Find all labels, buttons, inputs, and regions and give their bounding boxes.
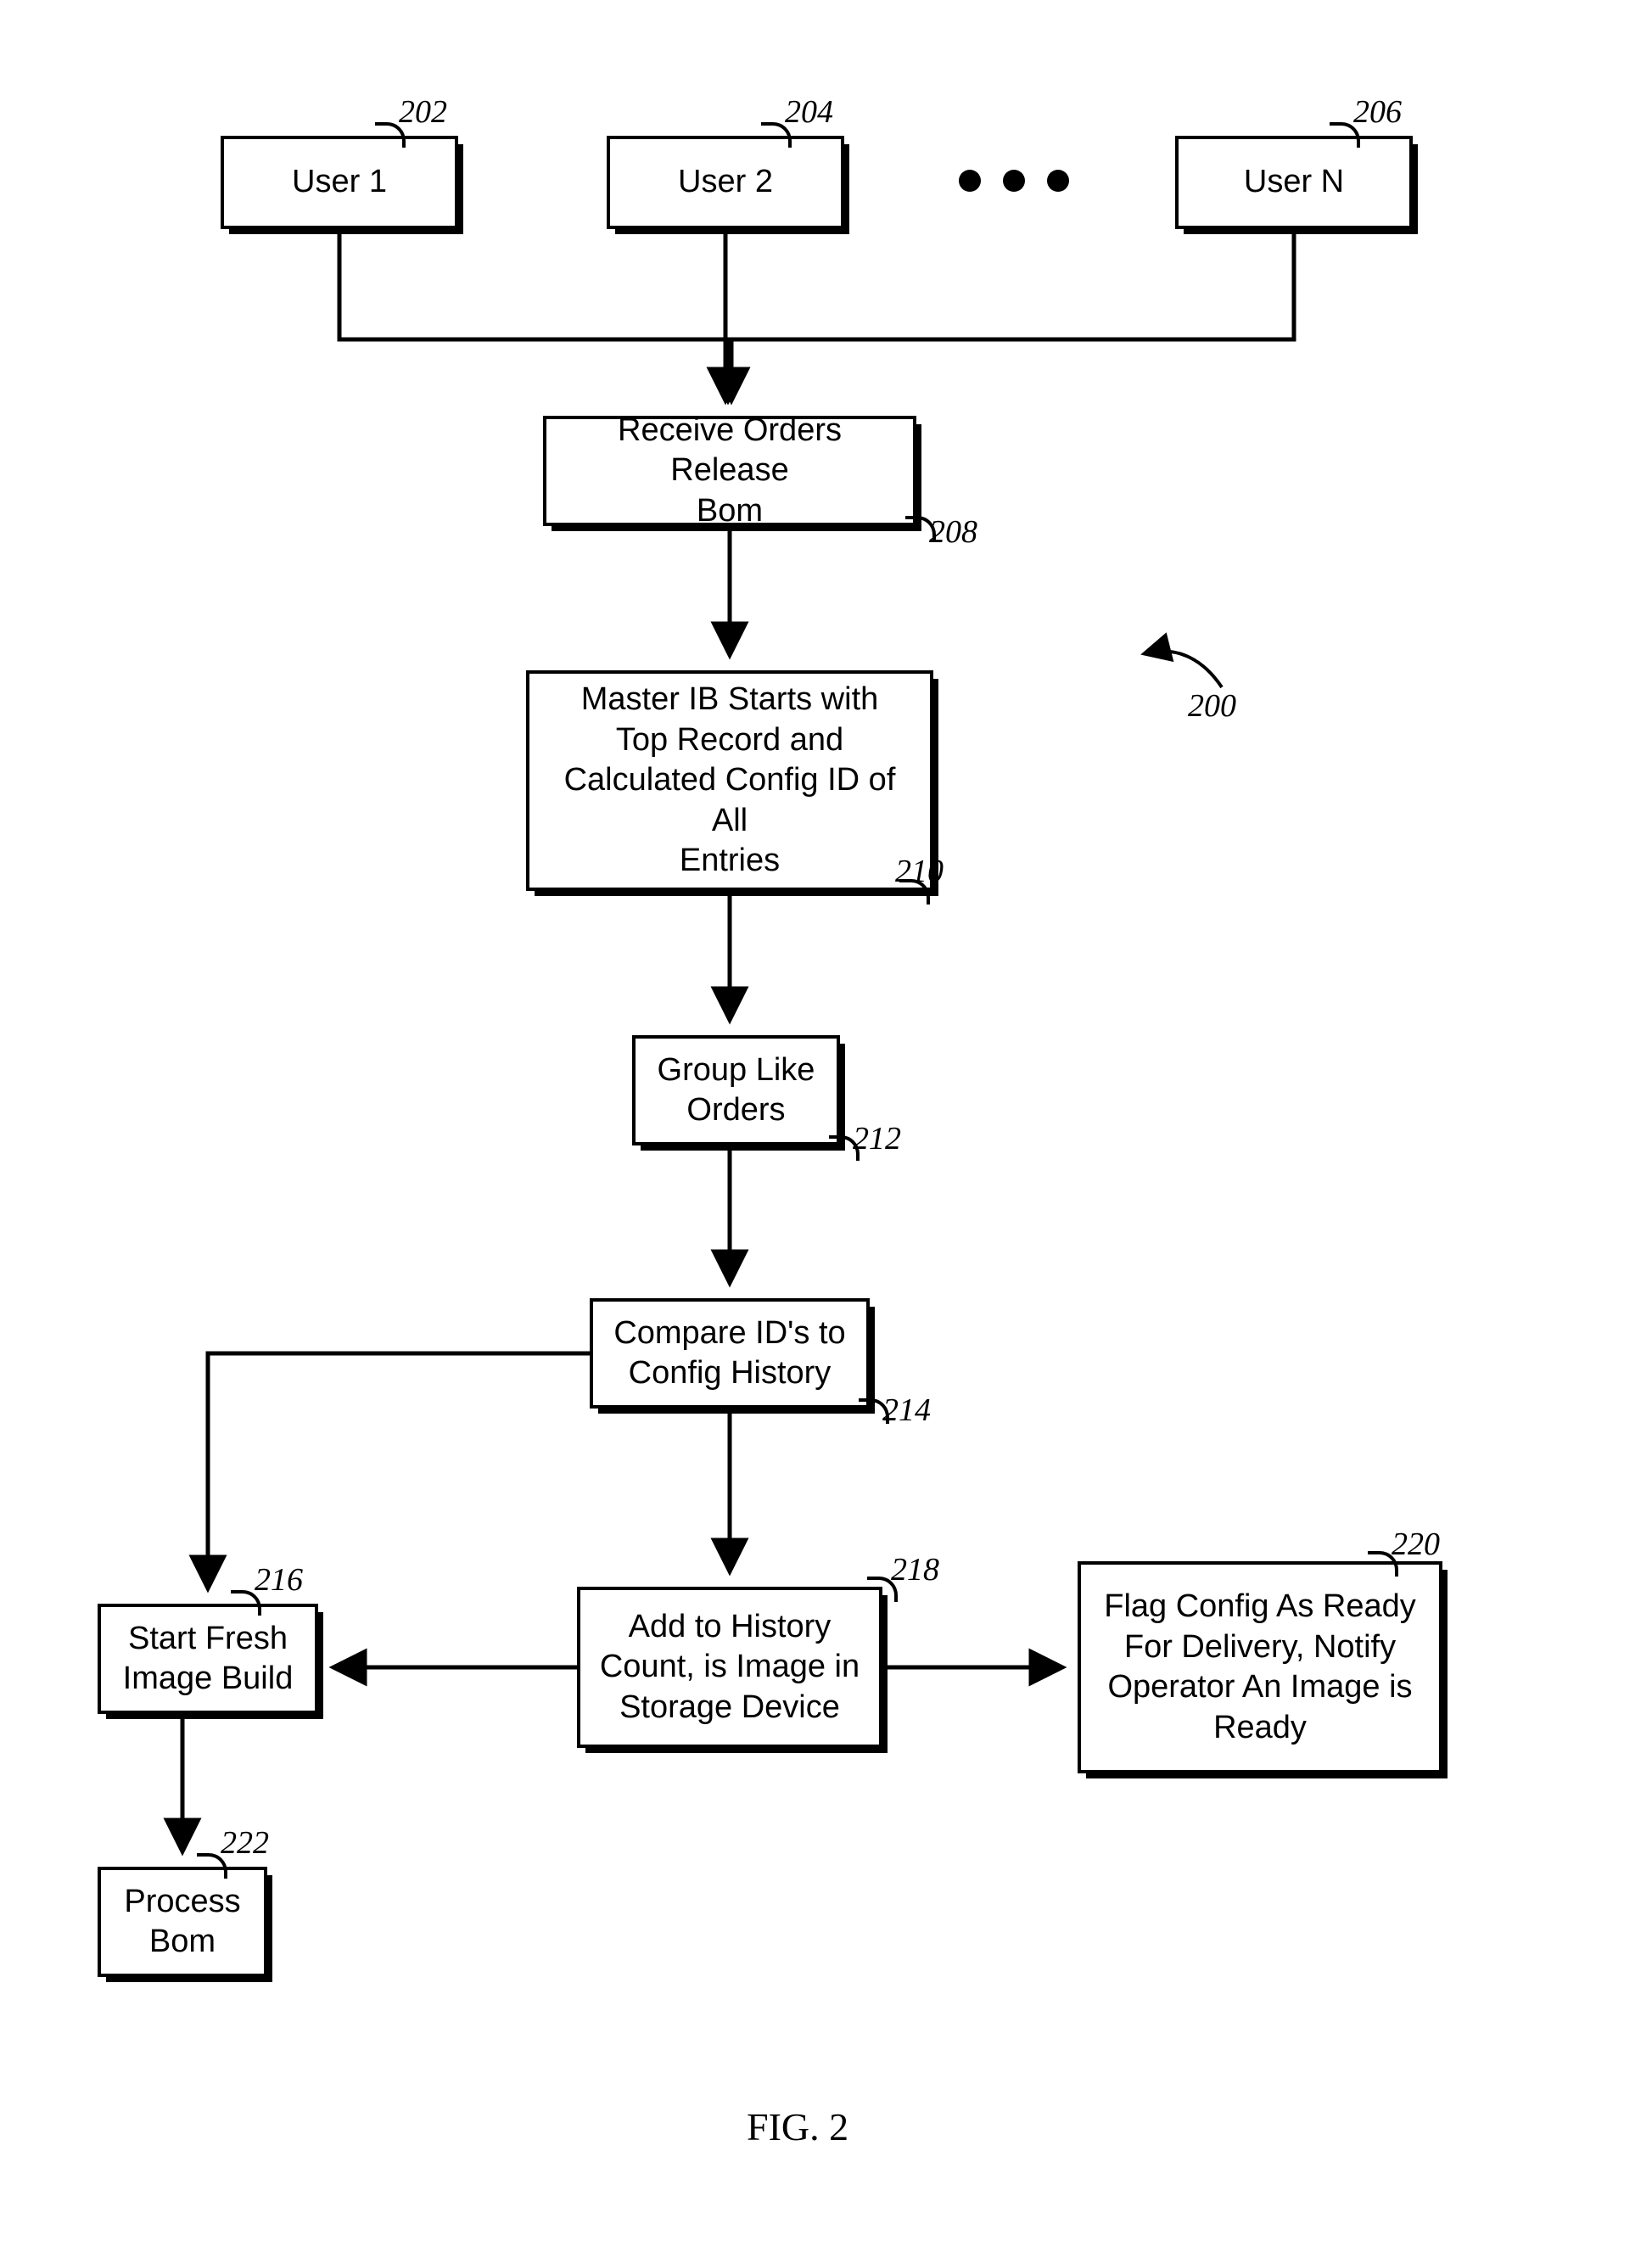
node-label: Flag Config As ReadyFor Delivery, Notify…	[1104, 1587, 1416, 1748]
ref-number: 210	[895, 853, 944, 890]
node-label: Group LikeOrders	[658, 1050, 815, 1131]
node-add-history: Add to HistoryCount, is Image inStorage …	[577, 1587, 882, 1748]
node-label: Receive Orders ReleaseBom	[562, 411, 898, 532]
ellipsis-dots	[959, 170, 1069, 192]
ref-number: 214	[882, 1392, 931, 1429]
node-process-bom: ProcessBom	[98, 1867, 267, 1977]
node-user-1: User 1	[221, 136, 458, 229]
dot-icon	[1047, 170, 1069, 192]
ref-number: 222	[221, 1824, 269, 1862]
node-compare-ids: Compare ID's toConfig History	[590, 1298, 870, 1409]
dot-icon	[1003, 170, 1025, 192]
ref-number: 206	[1353, 93, 1402, 131]
node-label: User 1	[292, 162, 387, 203]
figure-caption: FIG. 2	[747, 2104, 848, 2149]
node-start-fresh: Start FreshImage Build	[98, 1604, 318, 1714]
dot-icon	[959, 170, 981, 192]
node-user-2: User 2	[607, 136, 844, 229]
node-label: User 2	[678, 162, 773, 203]
node-label: Master IB Starts withTop Record andCalcu…	[545, 680, 915, 882]
ref-number: 208	[929, 513, 977, 551]
node-master-ib: Master IB Starts withTop Record andCalcu…	[526, 670, 933, 891]
ref-number: 202	[399, 93, 447, 131]
ref-number: 204	[785, 93, 833, 131]
node-flag-config: Flag Config As ReadyFor Delivery, Notify…	[1078, 1561, 1442, 1773]
node-label: Compare ID's toConfig History	[613, 1313, 845, 1394]
diagram-canvas: User 1 User 2 User N Receive Orders Rele…	[0, 0, 1652, 2246]
node-group-orders: Group LikeOrders	[632, 1035, 840, 1145]
node-user-n: User N	[1175, 136, 1413, 229]
ref-number: 212	[853, 1120, 901, 1157]
node-receive-orders: Receive Orders ReleaseBom	[543, 416, 916, 526]
node-label: Add to HistoryCount, is Image inStorage …	[600, 1607, 860, 1728]
node-label: Start FreshImage Build	[123, 1619, 294, 1700]
ref-number: 220	[1392, 1526, 1440, 1563]
ref-number: 218	[891, 1551, 939, 1588]
node-label: ProcessBom	[124, 1882, 240, 1963]
figure-ref-number: 200	[1188, 687, 1236, 725]
node-label: User N	[1244, 162, 1344, 203]
ref-number: 216	[255, 1561, 303, 1599]
